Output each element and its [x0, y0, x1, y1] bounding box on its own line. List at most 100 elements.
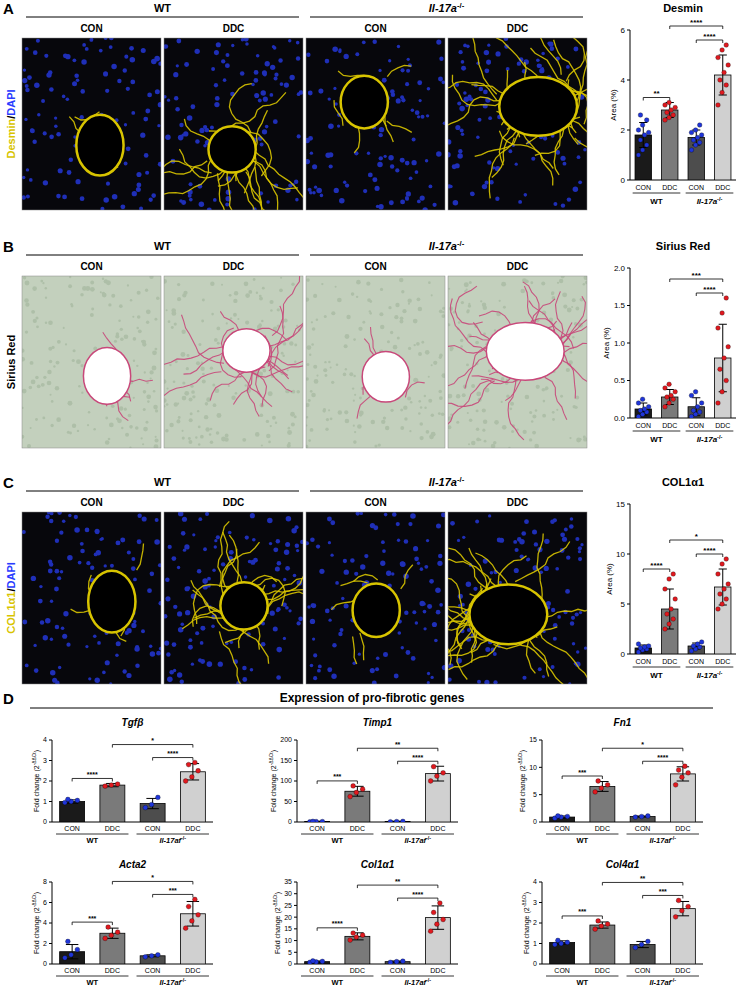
texture: [31, 310, 35, 314]
data-point: [646, 130, 651, 135]
texture: [106, 182, 110, 186]
texture: [340, 628, 344, 632]
texture: [539, 68, 544, 73]
texture: [410, 513, 416, 519]
y-tick-label: 0.5: [614, 376, 626, 385]
texture: [306, 541, 309, 545]
texture: [54, 125, 58, 129]
texture: [68, 514, 72, 518]
texture: [137, 539, 142, 544]
texture: [285, 566, 290, 571]
texture: [495, 51, 500, 56]
image-background: [22, 512, 161, 684]
texture: [364, 554, 368, 558]
texture: [457, 539, 460, 542]
texture: [461, 60, 465, 64]
texture: [397, 539, 400, 542]
texture: [145, 289, 148, 292]
stain-label: Sirius Red: [5, 335, 17, 389]
data-point: [640, 123, 645, 128]
data-point: [669, 393, 674, 398]
texture: [88, 677, 91, 680]
texture: [210, 440, 213, 443]
texture: [417, 80, 422, 85]
texture: [316, 544, 320, 548]
texture: [77, 430, 79, 432]
texture: [102, 278, 104, 280]
data-point: [693, 128, 698, 133]
data-point: [724, 378, 729, 383]
vessel: [362, 351, 409, 402]
texture: [214, 338, 218, 342]
group-rule: [633, 431, 681, 432]
texture: [415, 110, 420, 115]
texture: [367, 152, 370, 155]
texture: [111, 404, 115, 408]
texture: [543, 136, 547, 140]
texture: [235, 392, 238, 395]
texture: [190, 412, 193, 415]
texture: [575, 537, 579, 541]
texture: [228, 531, 232, 535]
texture: [99, 49, 103, 53]
texture: [217, 327, 221, 331]
texture: [75, 179, 80, 184]
texture: [178, 416, 181, 419]
texture: [480, 300, 482, 302]
texture: [426, 539, 429, 542]
panel-letter: A: [3, 0, 14, 17]
texture: [362, 321, 365, 324]
texture: [182, 436, 185, 439]
texture: [354, 431, 356, 433]
texture: [306, 377, 309, 380]
group-rule: [633, 193, 681, 194]
texture: [416, 342, 420, 346]
texture: [143, 427, 148, 432]
data-point: [663, 103, 668, 108]
texture: [274, 73, 278, 77]
texture: [473, 587, 477, 591]
texture: [338, 410, 342, 414]
group-label: WT: [650, 435, 663, 444]
texture: [81, 59, 86, 64]
texture: [426, 430, 430, 434]
texture: [90, 281, 94, 285]
group-rule: [686, 193, 734, 194]
group-header: WT: [154, 240, 171, 252]
texture: [406, 69, 410, 73]
texture: [585, 281, 587, 284]
texture: [166, 403, 169, 406]
texture: [344, 569, 349, 574]
y-tick: [627, 305, 630, 306]
texture: [345, 334, 350, 339]
y-tick: [627, 604, 630, 605]
texture: [51, 400, 54, 403]
texture: [72, 359, 75, 362]
texture: [58, 666, 61, 669]
texture: [183, 548, 186, 551]
texture: [459, 50, 463, 54]
texture: [463, 44, 467, 48]
texture: [124, 408, 127, 411]
texture: [198, 343, 201, 346]
texture: [252, 538, 256, 542]
texture: [144, 371, 146, 373]
texture: [484, 440, 487, 443]
texture: [469, 281, 472, 284]
texture: [38, 599, 43, 604]
texture: [427, 604, 432, 609]
texture: [57, 576, 61, 580]
bar: [715, 75, 731, 180]
error-bar: [666, 390, 674, 405]
texture: [69, 158, 73, 162]
texture: [311, 321, 313, 323]
texture: [164, 641, 169, 646]
texture: [54, 569, 59, 574]
y-tick-label: 10: [616, 550, 625, 559]
texture: [475, 520, 479, 524]
texture: [281, 352, 284, 355]
texture: [417, 115, 420, 118]
data-point: [673, 389, 678, 394]
texture: [484, 68, 489, 73]
texture: [53, 365, 55, 367]
